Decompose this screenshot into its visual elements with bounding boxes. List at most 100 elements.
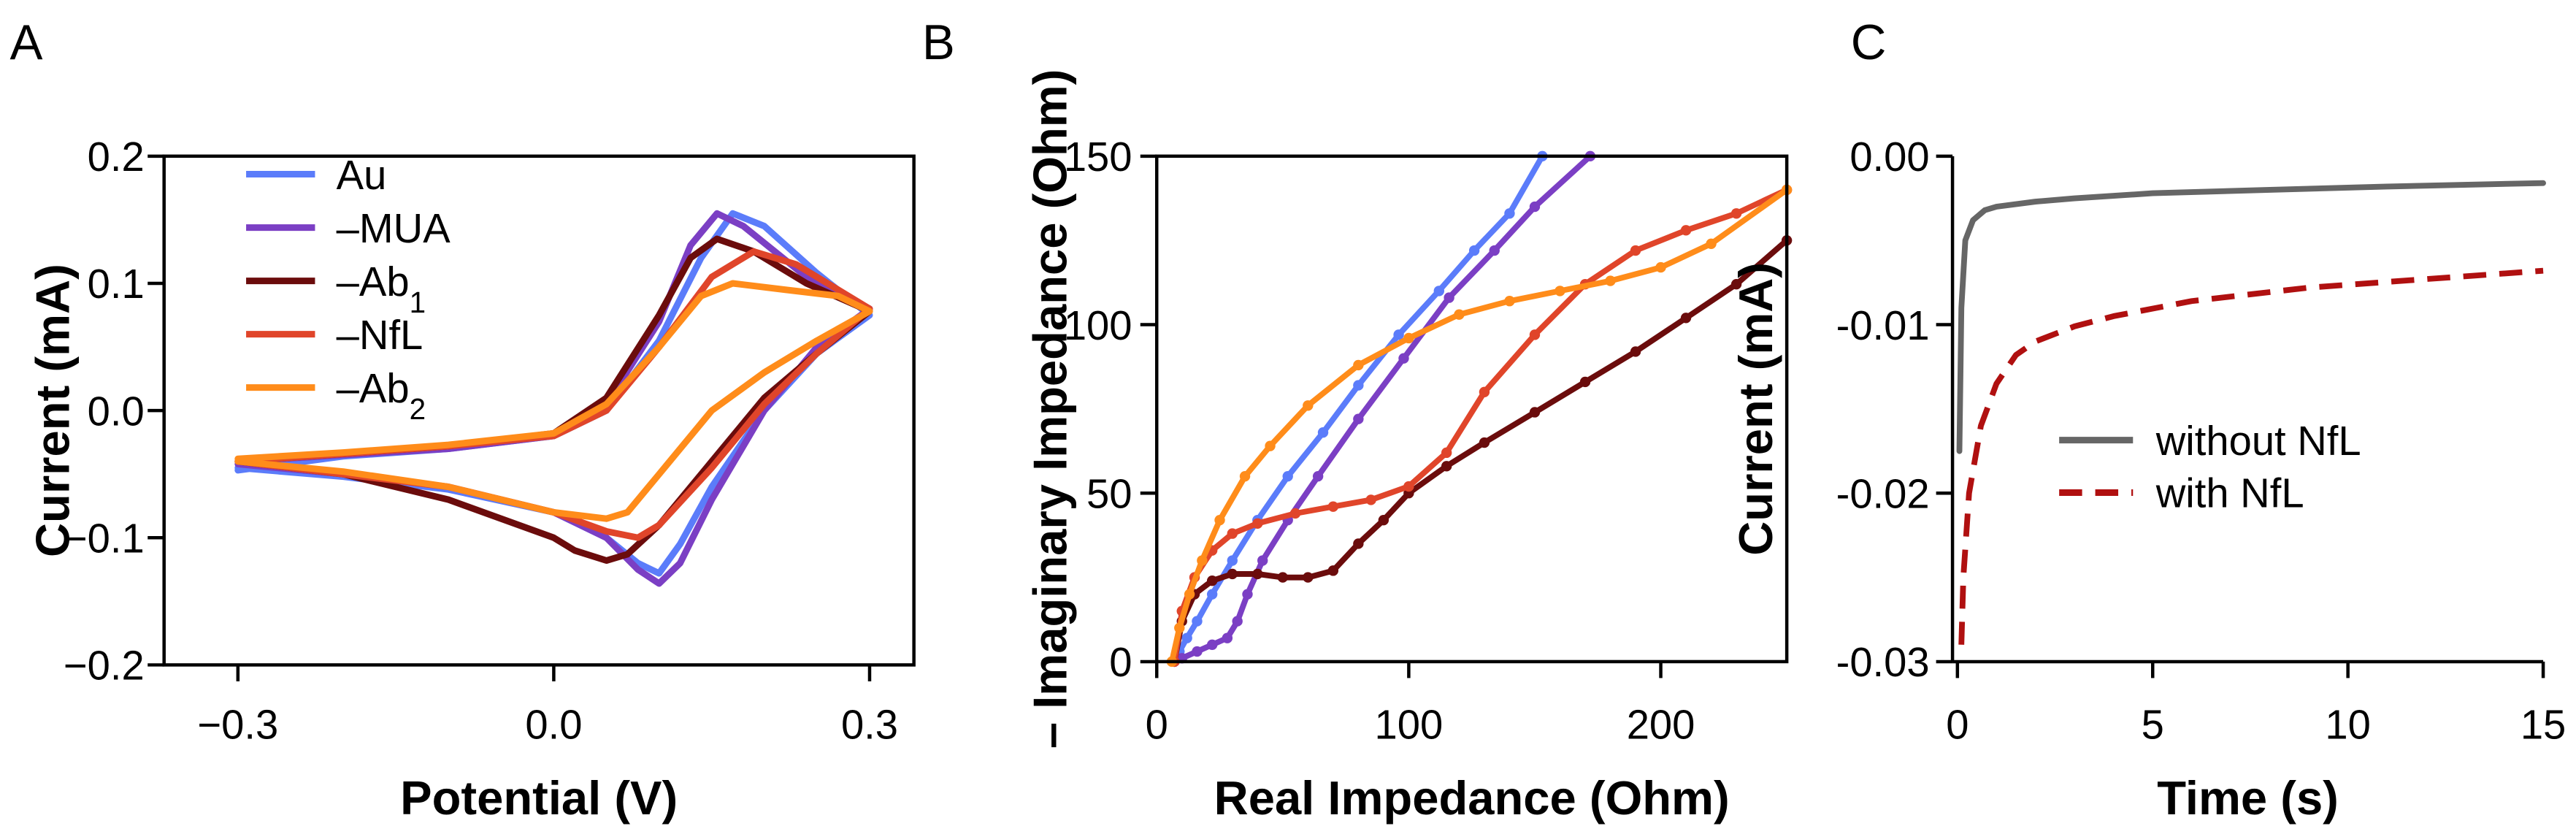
data-point bbox=[1227, 555, 1238, 566]
data-point bbox=[1184, 589, 1195, 600]
data-point bbox=[1327, 501, 1339, 512]
y-tick-label: 0.2 bbox=[88, 134, 145, 180]
x-tick-label: 5 bbox=[2142, 702, 2164, 748]
cv-chart: −0.3 0.0 0.3 0.2 0.1 0.0 −0.1 −0.2 Potential (V)… bbox=[26, 134, 916, 825]
y-tick-label: 0.00 bbox=[1849, 134, 1929, 180]
data-point bbox=[1403, 481, 1414, 492]
data-point bbox=[1197, 555, 1208, 566]
data-point bbox=[1454, 309, 1465, 320]
x-axis-title: Real Impedance (Ohm) bbox=[1214, 771, 1730, 825]
data-point bbox=[1393, 329, 1404, 340]
x-tick-label: 0.3 bbox=[841, 702, 898, 748]
data-point bbox=[1504, 208, 1515, 219]
x-tick-label: −0.3 bbox=[197, 702, 278, 748]
data-point bbox=[1327, 565, 1339, 576]
data-point bbox=[1468, 245, 1480, 256]
legend-label: with NfL bbox=[2155, 470, 2304, 516]
data-point bbox=[1181, 632, 1192, 643]
data-point bbox=[1222, 632, 1233, 643]
legend-label-text: –MUA bbox=[337, 205, 451, 251]
data-point bbox=[1630, 346, 1641, 357]
data-point bbox=[1730, 278, 1742, 290]
y-tick-label: -0.02 bbox=[1836, 470, 1930, 516]
y-axis-title: Current (mA) bbox=[1729, 262, 1782, 556]
plot-frame bbox=[1154, 154, 1789, 664]
y-tick-label: 100 bbox=[1064, 302, 1132, 348]
y-tick-label: 0.1 bbox=[88, 261, 145, 307]
data-point bbox=[1655, 261, 1666, 273]
data-point bbox=[1174, 622, 1185, 633]
y-tick-label: 0.0 bbox=[88, 388, 145, 434]
x-tick-label: 15 bbox=[2521, 702, 2566, 748]
legend-label: Au bbox=[337, 152, 387, 198]
data-point bbox=[1479, 386, 1490, 398]
y-axis-title: Current (mA) bbox=[26, 264, 79, 557]
data-point bbox=[1242, 589, 1253, 600]
panel-label-c: C bbox=[1851, 15, 1887, 70]
data-point bbox=[1192, 616, 1203, 627]
legend-label: –Ab1 bbox=[337, 259, 426, 319]
x-tick-label: 10 bbox=[2325, 702, 2370, 748]
y-tick-label: −0.1 bbox=[64, 516, 145, 562]
legend-label-text: Au bbox=[337, 152, 387, 198]
data-point bbox=[1227, 528, 1238, 539]
data-point bbox=[1398, 353, 1409, 364]
data-point bbox=[1441, 447, 1452, 459]
data-point bbox=[1227, 568, 1238, 580]
panel-label-a: A bbox=[9, 15, 42, 70]
legend-label-text: –Ab bbox=[337, 259, 410, 305]
x-tick-label: 100 bbox=[1375, 702, 1444, 748]
y-tick-label: −0.2 bbox=[64, 643, 145, 689]
data-point bbox=[1353, 538, 1364, 549]
legend-label: without NfL bbox=[2155, 418, 2361, 464]
x-axis-title: Potential (V) bbox=[400, 771, 678, 825]
series-line-ab2 bbox=[1168, 186, 1790, 665]
data-point bbox=[1353, 413, 1364, 424]
data-point bbox=[1730, 208, 1742, 219]
series-line-ab2 bbox=[234, 280, 873, 522]
amperometry-chart: 0 5 10 15 0.00 -0.01 -0.02 -0.03 Time (s) Current… bbox=[1729, 134, 2566, 825]
y-tick-label: 0 bbox=[1109, 639, 1132, 685]
data-point bbox=[1529, 329, 1541, 340]
data-point bbox=[1232, 616, 1243, 627]
y-tick-label: -0.01 bbox=[1836, 302, 1930, 348]
data-point bbox=[1192, 646, 1203, 657]
nyquist-chart: 0 100 200 0 50 100 150 Real Impedance (Ohm) – Im… bbox=[1024, 69, 1793, 825]
x-axis-title: Time (s) bbox=[2157, 771, 2339, 825]
x-tick-label: 200 bbox=[1627, 702, 1695, 748]
data-point bbox=[1206, 589, 1218, 600]
data-point bbox=[1555, 286, 1565, 297]
data-point bbox=[1277, 572, 1288, 583]
legend-label-text: –Ab bbox=[337, 365, 410, 411]
legend-label: –NfL bbox=[337, 312, 423, 358]
series-line-without-nfl bbox=[1956, 180, 2546, 454]
data-point bbox=[1441, 461, 1452, 472]
legend-label: –MUA bbox=[337, 205, 451, 251]
series-line-nfl bbox=[1171, 186, 1790, 665]
data-point bbox=[1479, 437, 1490, 448]
series-line-mua bbox=[1178, 153, 1593, 662]
data-point bbox=[1239, 470, 1251, 482]
series-line-nfl bbox=[234, 248, 873, 541]
data-point bbox=[1403, 332, 1414, 344]
y-axis-title: – Imaginary Impedance (Ohm) bbox=[1024, 69, 1077, 749]
data-point bbox=[1303, 572, 1314, 583]
data-point bbox=[1353, 359, 1364, 371]
y-tick-label: 150 bbox=[1064, 134, 1132, 180]
data-point bbox=[1317, 427, 1329, 438]
data-point bbox=[1444, 292, 1454, 303]
data-point bbox=[1206, 575, 1218, 586]
data-point bbox=[1252, 568, 1263, 580]
data-point bbox=[1630, 245, 1641, 256]
plot-frame bbox=[162, 154, 916, 667]
data-point bbox=[1289, 508, 1301, 519]
x-tick-label: 0.0 bbox=[525, 702, 582, 748]
data-point bbox=[1706, 238, 1717, 249]
data-point bbox=[1529, 407, 1541, 418]
data-point bbox=[1680, 313, 1692, 324]
y-tick-label: -0.03 bbox=[1836, 639, 1930, 685]
data-point bbox=[1257, 555, 1268, 566]
x-tick-label: 0 bbox=[1946, 702, 1969, 748]
data-point bbox=[1433, 286, 1444, 297]
